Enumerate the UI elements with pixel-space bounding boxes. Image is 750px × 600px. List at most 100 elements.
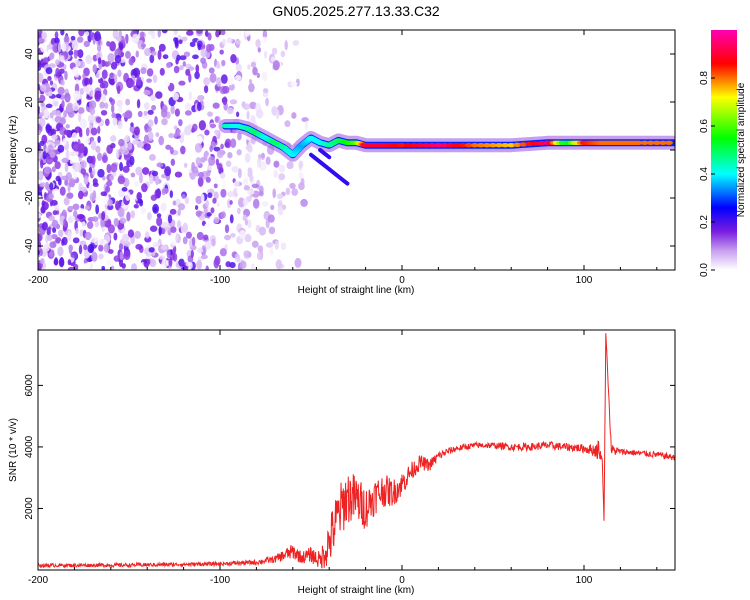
noise-speckle bbox=[204, 239, 212, 250]
noise-speckle bbox=[161, 258, 169, 268]
noise-speckle bbox=[70, 252, 77, 258]
noise-speckle bbox=[184, 125, 192, 136]
noise-speckle bbox=[39, 140, 45, 147]
noise-speckle bbox=[179, 64, 184, 71]
noise-speckle bbox=[184, 110, 192, 116]
noise-speckle bbox=[162, 54, 169, 60]
noise-speckle bbox=[72, 170, 78, 180]
ridge-cell bbox=[537, 141, 546, 146]
noise-speckle bbox=[258, 226, 267, 236]
noise-speckle bbox=[78, 244, 83, 255]
noise-speckle bbox=[201, 193, 205, 203]
noise-speckle bbox=[291, 112, 297, 119]
noise-speckle bbox=[158, 226, 162, 236]
noise-speckle bbox=[204, 30, 209, 37]
noise-speckle bbox=[68, 216, 73, 224]
noise-speckle bbox=[49, 182, 54, 191]
spectrogram-xtick-label: -200 bbox=[28, 275, 48, 286]
noise-speckle bbox=[65, 124, 70, 129]
ridge-cell bbox=[440, 143, 449, 148]
snr-series-line bbox=[38, 333, 675, 569]
noise-speckle bbox=[62, 138, 67, 146]
noise-speckle bbox=[149, 54, 155, 64]
noise-speckle bbox=[146, 258, 151, 265]
noise-speckle bbox=[152, 74, 158, 83]
noise-speckle bbox=[38, 200, 41, 208]
noise-speckle bbox=[220, 143, 224, 150]
colorbar-tick-label: 0.2 bbox=[699, 215, 710, 229]
noise-speckle bbox=[108, 97, 113, 103]
noise-speckle bbox=[185, 231, 192, 239]
noise-speckle bbox=[47, 75, 52, 82]
noise-speckle bbox=[268, 226, 276, 235]
noise-speckle bbox=[229, 214, 234, 224]
noise-speckle bbox=[205, 176, 211, 183]
noise-speckle bbox=[143, 134, 149, 144]
noise-speckle bbox=[67, 259, 72, 266]
noise-speckle bbox=[236, 186, 241, 195]
noise-speckle bbox=[48, 193, 55, 200]
noise-speckle bbox=[40, 159, 44, 169]
noise-speckle bbox=[113, 255, 120, 262]
noise-speckle bbox=[45, 124, 53, 131]
noise-speckle bbox=[71, 132, 78, 143]
ridge-cell bbox=[519, 142, 528, 147]
noise-speckle bbox=[47, 91, 53, 97]
noise-speckle bbox=[129, 155, 135, 166]
noise-speckle bbox=[147, 131, 154, 142]
noise-speckle bbox=[213, 191, 219, 200]
noise-speckle bbox=[118, 105, 123, 114]
noise-speckle bbox=[146, 68, 154, 77]
noise-speckle bbox=[67, 230, 72, 241]
noise-speckle bbox=[43, 166, 52, 175]
noise-speckle bbox=[190, 249, 194, 259]
noise-speckle bbox=[84, 77, 90, 86]
noise-speckle bbox=[129, 125, 136, 133]
noise-speckle bbox=[209, 145, 213, 152]
noise-speckle bbox=[117, 69, 122, 78]
noise-speckle bbox=[136, 191, 142, 201]
noise-speckle bbox=[225, 160, 232, 168]
noise-speckle bbox=[64, 70, 68, 81]
noise-speckle bbox=[230, 138, 237, 149]
noise-speckle bbox=[188, 73, 192, 83]
noise-speckle bbox=[106, 40, 111, 47]
noise-speckle bbox=[61, 99, 65, 109]
noise-speckle bbox=[158, 255, 166, 261]
noise-speckle bbox=[49, 52, 55, 60]
noise-speckle bbox=[238, 229, 246, 239]
noise-speckle bbox=[213, 146, 221, 152]
noise-speckle bbox=[54, 31, 59, 39]
noise-speckle bbox=[96, 44, 102, 52]
noise-speckle bbox=[150, 194, 157, 201]
noise-speckle bbox=[101, 80, 109, 89]
colorbar-tick-label: 0.6 bbox=[699, 119, 710, 133]
noise-speckle bbox=[42, 243, 50, 253]
noise-speckle bbox=[71, 66, 79, 76]
noise-speckle bbox=[79, 132, 83, 138]
noise-speckle bbox=[118, 30, 122, 37]
noise-speckle bbox=[230, 233, 236, 238]
noise-speckle bbox=[60, 79, 65, 86]
noise-speckle bbox=[80, 168, 87, 175]
noise-speckle bbox=[107, 52, 115, 63]
noise-speckle bbox=[55, 93, 62, 99]
snr-xtick-label: -100 bbox=[210, 575, 230, 586]
noise-speckle bbox=[165, 144, 172, 150]
noise-speckle bbox=[256, 251, 262, 261]
noise-speckle bbox=[262, 88, 269, 94]
ridge-cell bbox=[476, 143, 485, 148]
noise-speckle bbox=[194, 71, 200, 80]
noise-speckle bbox=[52, 188, 60, 197]
noise-speckle bbox=[40, 44, 48, 53]
noise-speckle bbox=[70, 35, 76, 41]
noise-speckle bbox=[72, 203, 80, 211]
noise-speckle bbox=[136, 76, 142, 86]
noise-speckle bbox=[49, 80, 54, 86]
noise-speckle bbox=[87, 243, 95, 254]
noise-speckle bbox=[278, 164, 286, 173]
noise-speckle bbox=[101, 69, 108, 79]
noise-speckle bbox=[42, 57, 50, 64]
noise-speckle bbox=[119, 251, 124, 261]
spectrogram-marks bbox=[38, 30, 675, 270]
